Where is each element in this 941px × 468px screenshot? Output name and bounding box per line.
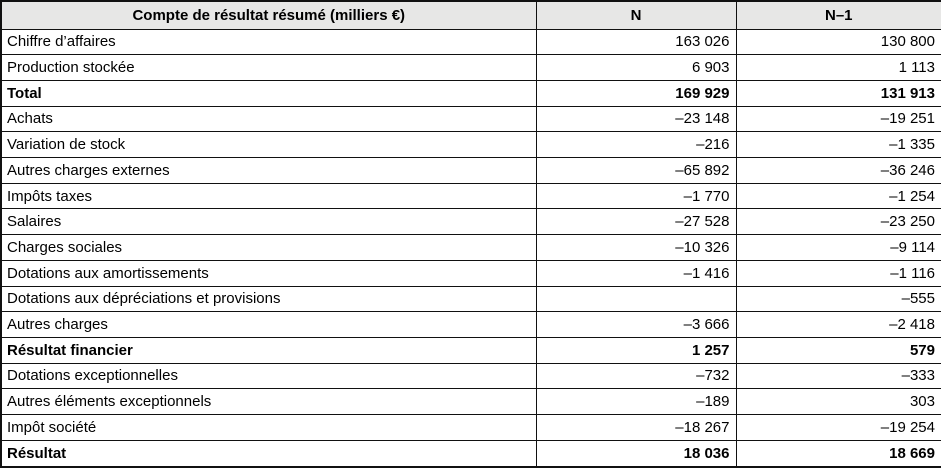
row-value-n: –18 267 <box>535 414 737 441</box>
table-title: Compte de résultat résumé (milliers €) <box>0 0 537 30</box>
row-value-n-minus-1: –23 250 <box>735 208 941 236</box>
row-value-n-minus-1: 130 800 <box>735 28 941 56</box>
table-row: Autres éléments exceptionnels –189 303 <box>0 388 941 416</box>
row-label: Résultat financier <box>0 336 537 364</box>
row-value-n: 1 257 <box>535 336 737 364</box>
row-value-n: 18 036 <box>535 439 737 468</box>
row-label: Impôts taxes <box>0 182 537 210</box>
row-value-n-minus-1: 131 913 <box>735 79 941 107</box>
row-label: Dotations aux dépréciations et provision… <box>0 285 537 313</box>
row-label: Résultat <box>0 439 537 468</box>
table-row: Dotations aux amortissements –1 416 –1 1… <box>0 259 941 287</box>
column-header-n-minus-1: N–1 <box>735 0 941 30</box>
table-row: Dotations aux dépréciations et provision… <box>0 285 941 313</box>
table-row: Total 169 929 131 913 <box>0 79 941 107</box>
row-value-n-minus-1: –19 254 <box>735 414 941 441</box>
row-label: Autres charges externes <box>0 157 537 184</box>
table-row: Charges sociales –10 326 –9 114 <box>0 234 941 261</box>
table-row: Impôts taxes –1 770 –1 254 <box>0 182 941 210</box>
header-row: Compte de résultat résumé (milliers €) N… <box>0 0 941 30</box>
table-row: Dotations exceptionnelles –732 –333 <box>0 362 941 390</box>
row-label: Impôt société <box>0 414 537 441</box>
table-row: Achats –23 148 –19 251 <box>0 105 941 133</box>
row-value-n-minus-1: –1 335 <box>735 131 941 159</box>
table-row: Salaires –27 528 –23 250 <box>0 208 941 236</box>
row-label: Dotations exceptionnelles <box>0 362 537 390</box>
row-label: Autres charges <box>0 311 537 338</box>
table-row: Résultat financier 1 257 579 <box>0 336 941 364</box>
row-label: Dotations aux amortissements <box>0 259 537 287</box>
row-value-n: –27 528 <box>535 208 737 236</box>
row-value-n: 6 903 <box>535 54 737 81</box>
row-value-n-minus-1: –19 251 <box>735 105 941 133</box>
row-value-n-minus-1: 579 <box>735 336 941 364</box>
row-value-n: –3 666 <box>535 311 737 338</box>
row-value-n-minus-1: 18 669 <box>735 439 941 468</box>
row-value-n: –65 892 <box>535 157 737 184</box>
row-value-n: 169 929 <box>535 79 737 107</box>
row-value-n-minus-1: –1 254 <box>735 182 941 210</box>
row-label: Achats <box>0 105 537 133</box>
table-body: Chiffre d’affaires 163 026 130 800 Produ… <box>0 28 941 468</box>
row-value-n-minus-1: 303 <box>735 388 941 416</box>
row-value-n-minus-1: –1 116 <box>735 259 941 287</box>
row-value-n: –216 <box>535 131 737 159</box>
table-row: Variation de stock –216 –1 335 <box>0 131 941 159</box>
row-value-n: 163 026 <box>535 28 737 56</box>
row-label: Chiffre d’affaires <box>0 28 537 56</box>
row-value-n: –23 148 <box>535 105 737 133</box>
table-row: Production stockée 6 903 1 113 <box>0 54 941 81</box>
row-value-n-minus-1: –2 418 <box>735 311 941 338</box>
row-value-n-minus-1: 1 113 <box>735 54 941 81</box>
row-value-n <box>535 285 737 313</box>
table-row: Autres charges –3 666 –2 418 <box>0 311 941 338</box>
table-row: Autres charges externes –65 892 –36 246 <box>0 157 941 184</box>
column-header-n: N <box>535 0 737 30</box>
row-value-n-minus-1: –36 246 <box>735 157 941 184</box>
row-value-n: –732 <box>535 362 737 390</box>
row-label: Autres éléments exceptionnels <box>0 388 537 416</box>
row-label: Total <box>0 79 537 107</box>
row-label: Charges sociales <box>0 234 537 261</box>
row-label: Production stockée <box>0 54 537 81</box>
table-row: Impôt société –18 267 –19 254 <box>0 414 941 441</box>
row-value-n: –189 <box>535 388 737 416</box>
row-value-n-minus-1: –555 <box>735 285 941 313</box>
row-value-n-minus-1: –9 114 <box>735 234 941 261</box>
row-value-n: –10 326 <box>535 234 737 261</box>
row-label: Salaires <box>0 208 537 236</box>
row-value-n: –1 416 <box>535 259 737 287</box>
table-row: Résultat 18 036 18 669 <box>0 439 941 468</box>
row-value-n: –1 770 <box>535 182 737 210</box>
row-label: Variation de stock <box>0 131 537 159</box>
table-row: Chiffre d’affaires 163 026 130 800 <box>0 28 941 56</box>
row-value-n-minus-1: –333 <box>735 362 941 390</box>
